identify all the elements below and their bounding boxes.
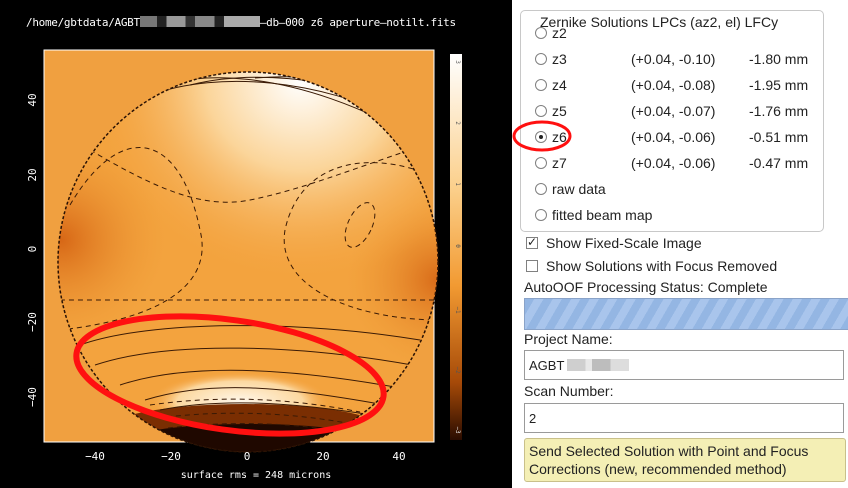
highlight-ellipse: [73, 313, 387, 437]
scan-number-label: Scan Number:: [524, 383, 614, 399]
zernike-option-label: z5: [552, 103, 567, 119]
fixed-scale-checkbox[interactable]: [526, 235, 538, 249]
focus-removed-checkbox[interactable]: [526, 260, 538, 272]
zernike-option-z7[interactable]: z7 (+0.04, -0.06) -0.47 mm: [535, 152, 835, 174]
plot-title-prefix: /home/gbtdata/AGBT: [26, 16, 140, 29]
plot-title-suffix: –db–000 z6 aperture–notilt.fits: [259, 16, 456, 29]
y-tick-label: 0: [26, 246, 39, 253]
y-tick-label: −20: [26, 312, 39, 332]
zernike-lpc-value: (+0.04, -0.08): [631, 77, 716, 93]
colorbar-tick-label: 3: [454, 60, 461, 64]
send-button-line-1: Send Selected Solution with Point and Fo…: [529, 443, 809, 459]
x-tick-label: −20: [161, 450, 181, 463]
colorbar-tick-label: −1: [454, 306, 461, 314]
zernike-option-label: raw data: [552, 181, 606, 197]
zernike-option-fitted-beam-map[interactable]: fitted beam map: [535, 204, 835, 226]
zernike-option-label: z3: [552, 51, 567, 67]
send-solution-button[interactable]: Send Selected Solution with Point and Fo…: [524, 438, 846, 482]
zernike-lpc-value: (+0.04, -0.10): [631, 51, 716, 67]
redacted-title-block: [139, 16, 260, 27]
zernike-option-label: z6: [552, 129, 567, 145]
fixed-scale-label: Show Fixed-Scale Image: [546, 235, 702, 251]
zernike-option-label: z2: [552, 25, 567, 41]
y-tick-label: 40: [26, 93, 39, 106]
radio-button[interactable]: [535, 79, 547, 91]
radio-button-selected[interactable]: [535, 131, 547, 143]
zernike-option-label: z7: [552, 155, 567, 171]
zernike-lfc-value: -0.51 mm: [749, 129, 809, 145]
colorbar-tick-label: −3: [454, 426, 461, 434]
y-tick-label: 20: [26, 168, 39, 181]
zernike-lpc-value: (+0.04, -0.07): [631, 103, 716, 119]
colorbar-tick-label: 2: [454, 121, 461, 125]
zernike-group-legend: Zernike Solutions LPCs (az2, el) LFCy: [537, 14, 782, 30]
x-tick-label: 0: [244, 450, 251, 463]
zernike-lpc-value: (+0.04, -0.06): [631, 155, 716, 171]
x-tick-label: −40: [85, 450, 105, 463]
radio-button[interactable]: [535, 157, 547, 169]
radio-button[interactable]: [535, 209, 547, 221]
zernike-option-z5[interactable]: z5 (+0.04, -0.07) -1.76 mm: [535, 100, 835, 122]
surface-rms-caption: surface rms = 248 microns: [180, 470, 332, 481]
scan-number-field[interactable]: 2: [524, 403, 844, 433]
focus-removed-label: Show Solutions with Focus Removed: [546, 258, 778, 274]
plot-title: /home/gbtdata/AGBT –db–000 z6 aperture–no…: [26, 16, 496, 29]
controls-panel: Zernike Solutions LPCs (az2, el) LFCy z2…: [512, 0, 848, 488]
x-tick-label: 20: [316, 450, 329, 463]
project-name-label: Project Name:: [524, 331, 613, 347]
zernike-lfc-value: -1.95 mm: [749, 77, 809, 93]
z6-highlight-overlay: [512, 120, 572, 152]
project-name-field[interactable]: AGBT: [524, 350, 844, 380]
radio-button[interactable]: [535, 53, 547, 65]
zernike-option-z4[interactable]: z4 (+0.04, -0.08) -1.95 mm: [535, 74, 835, 96]
zernike-option-label: fitted beam map: [552, 207, 653, 223]
processing-progress-bar: [524, 298, 848, 330]
project-name-value: AGBT: [529, 357, 565, 373]
radio-button[interactable]: [535, 105, 547, 117]
zernike-lpc-value: (+0.04, -0.06): [631, 129, 716, 145]
fixed-scale-checkbox-row[interactable]: Show Fixed-Scale Image: [526, 233, 702, 253]
z6-highlight-ellipse: [512, 120, 572, 152]
scan-number-value: 2: [529, 410, 537, 426]
zernike-option-label: z4: [552, 77, 567, 93]
radio-button[interactable]: [535, 27, 547, 39]
zernike-lfc-value: -1.76 mm: [749, 103, 809, 119]
colorbar-tick-label: −2: [454, 366, 461, 374]
redacted-project-block: [567, 359, 630, 371]
send-button-line-2: Corrections (new, recommended method): [529, 461, 787, 477]
zernike-option-z2[interactable]: z2: [535, 22, 835, 44]
aperture-map: −40 −20 0 20 40 40 20 0 −20 −40 3 2 1 0 …: [26, 49, 462, 463]
zernike-solutions-group: Zernike Solutions LPCs (az2, el) LFCy z2…: [520, 10, 824, 232]
zernike-lfc-value: -1.80 mm: [749, 51, 809, 67]
x-tick-label: 40: [392, 450, 405, 463]
processing-status-label: AutoOOF Processing Status: Complete: [524, 279, 768, 295]
zernike-option-z3[interactable]: z3 (+0.04, -0.10) -1.80 mm: [535, 48, 835, 70]
colorbar-tick-label: 1: [454, 182, 461, 186]
y-tick-label: −40: [26, 387, 39, 407]
colorbar: [450, 54, 462, 440]
aperture-plot-panel: /home/gbtdata/AGBT –db–000 z6 aperture–no…: [0, 0, 512, 488]
zernike-lfc-value: -0.47 mm: [749, 155, 809, 171]
zernike-option-z6[interactable]: z6 (+0.04, -0.06) -0.51 mm: [535, 126, 835, 148]
colorbar-tick-label: 0: [454, 244, 461, 248]
radio-button[interactable]: [535, 183, 547, 195]
zernike-option-raw-data[interactable]: raw data: [535, 178, 835, 200]
focus-removed-checkbox-row[interactable]: Show Solutions with Focus Removed: [526, 256, 777, 276]
